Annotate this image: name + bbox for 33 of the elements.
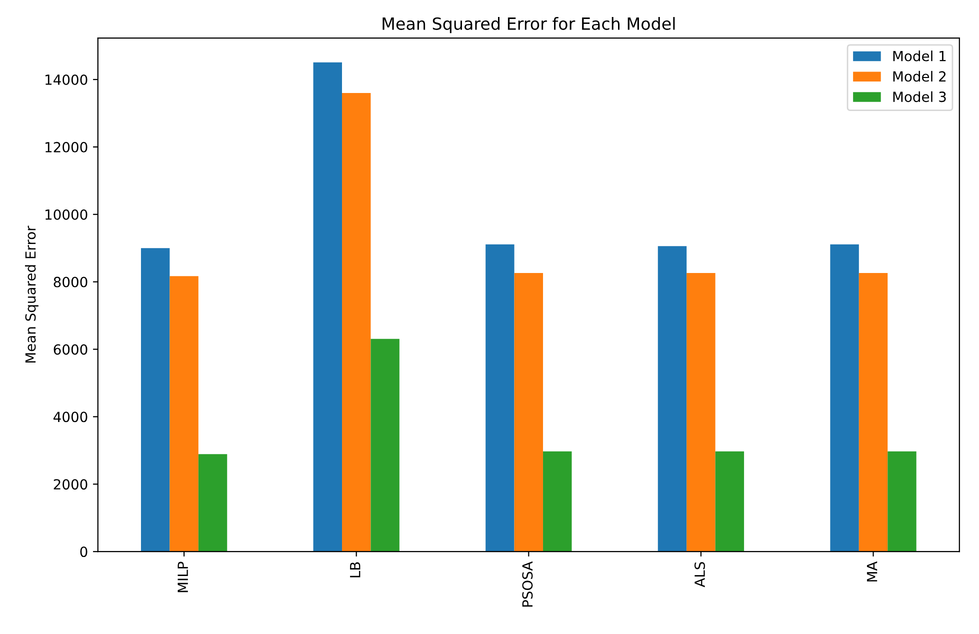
y-axis-title: Mean Squared Error [24,226,38,363]
bar [686,273,716,552]
bar [342,93,371,552]
bar [486,244,514,552]
bar [313,62,342,552]
y-tick-label: 10000 [46,209,88,220]
y-tick-label: 12000 [46,142,88,152]
legend-label: Model 3 [893,91,946,102]
y-tick-label: 2000 [54,479,88,490]
legend-label: Model 2 [893,70,946,82]
bar [198,454,228,552]
x-tick-label: LB [350,562,360,578]
bar [514,273,544,552]
x-tick-label: ALS [694,562,705,588]
x-tick-label: MA [866,561,878,582]
x-tick-label: PSOSA [522,561,533,607]
bar [170,276,198,552]
y-tick-label: 4000 [54,412,88,422]
y-tick-label: 0 [80,546,88,558]
bar [140,248,170,552]
y-tick-label: 14000 [46,74,88,85]
bar [888,451,916,552]
bar [543,451,572,552]
legend-label: Model 1 [893,50,946,62]
bar [858,273,888,552]
y-tick-label: 8000 [54,276,88,288]
bar [370,338,400,552]
bar [658,246,687,552]
bar [830,244,859,552]
x-tick-label: MILP [178,562,188,592]
chart-title: Mean Squared Error for Each Model [382,17,675,34]
y-tick-label: 6000 [54,344,88,355]
bar [715,451,744,552]
